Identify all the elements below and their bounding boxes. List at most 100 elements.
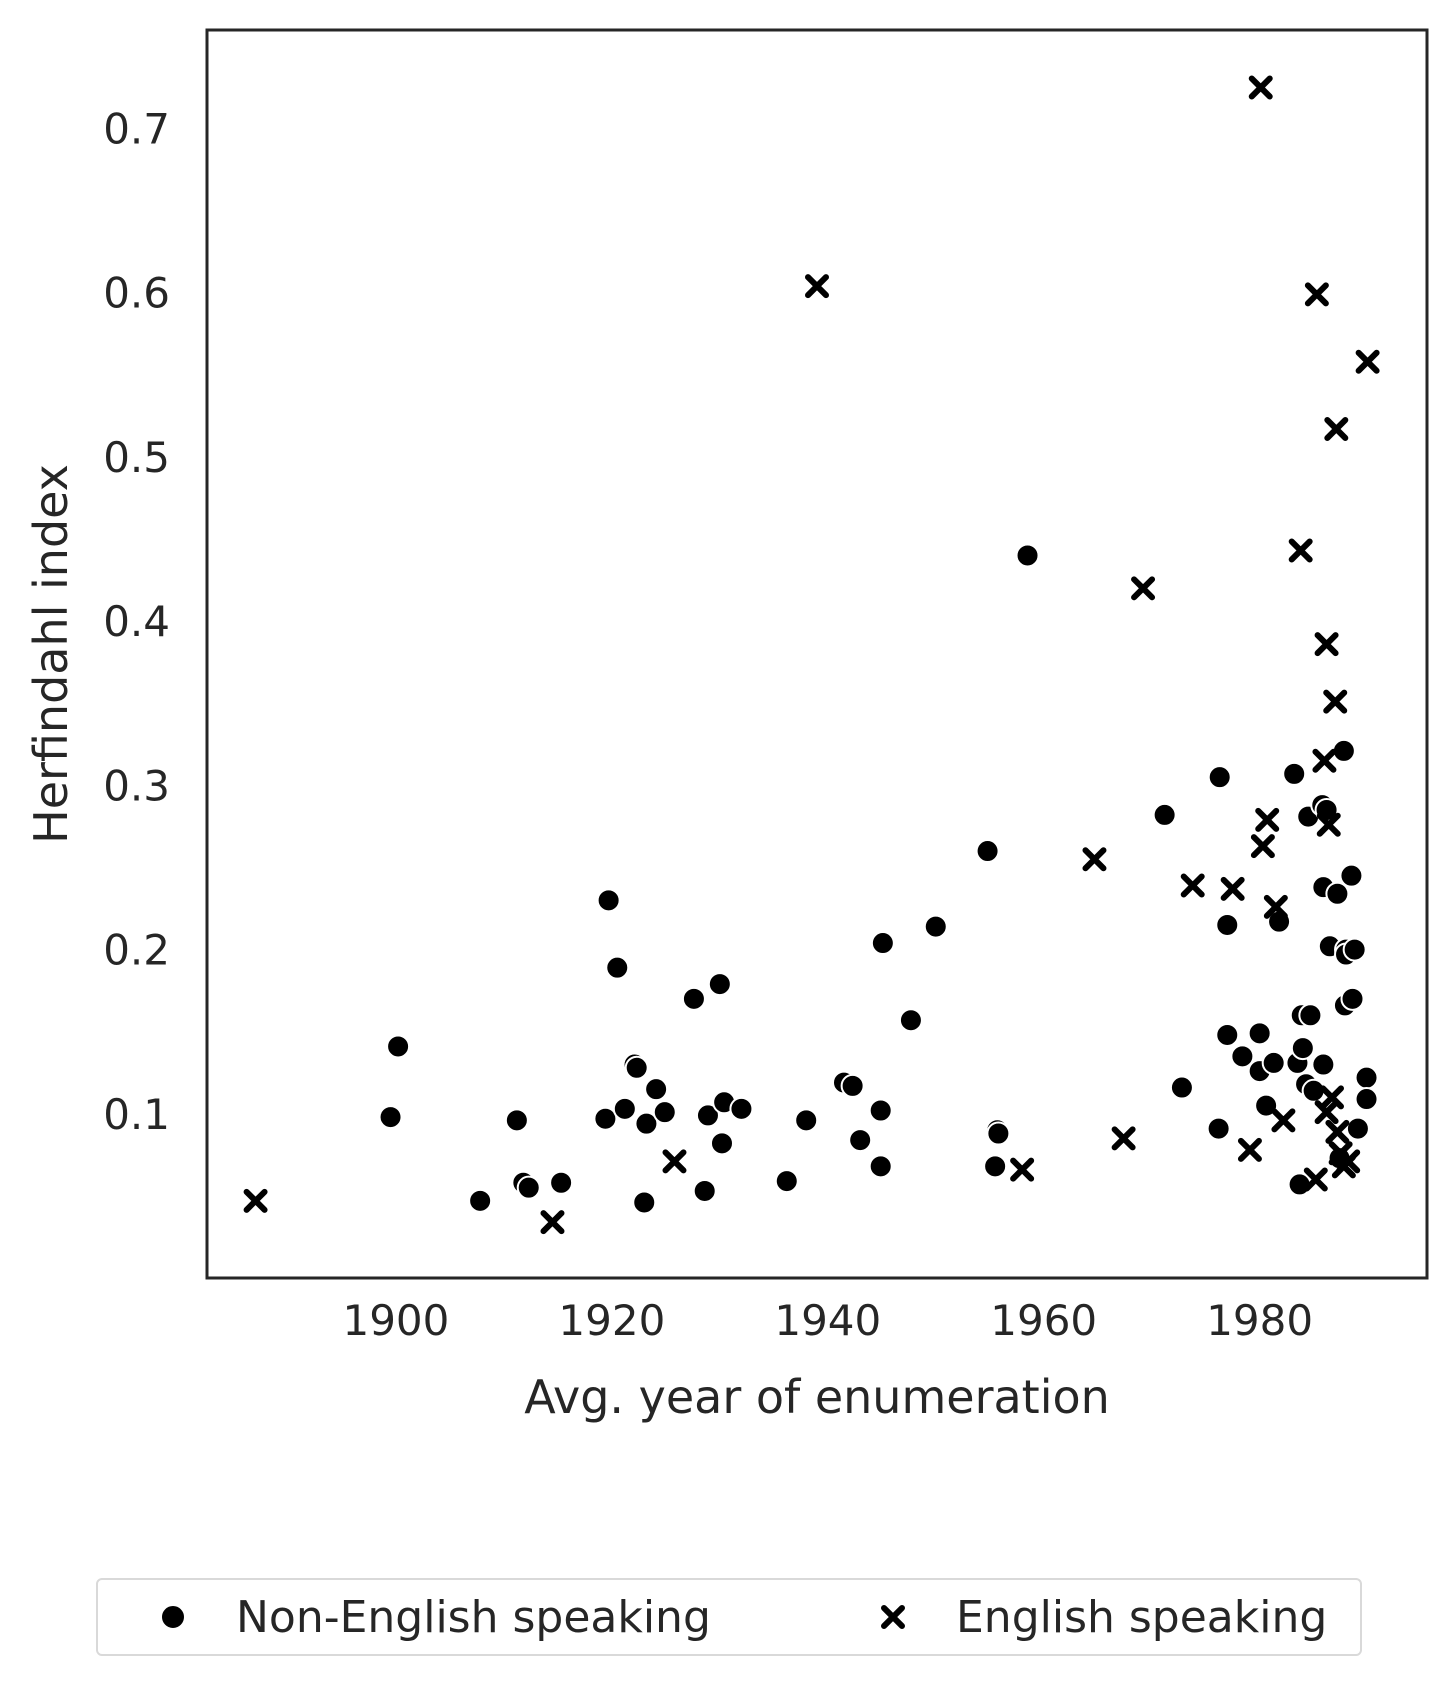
data-point-non-english (1015, 543, 1040, 568)
data-point-english (1131, 576, 1156, 601)
y-tick-label: 0.6 (103, 269, 170, 318)
data-point-non-english (923, 914, 948, 939)
data-point-non-english (1247, 1021, 1272, 1046)
data-point-non-english (652, 1100, 677, 1125)
data-point-non-english (1282, 761, 1307, 786)
data-point-english (1323, 689, 1348, 714)
data-point-non-english (596, 888, 621, 913)
data-point-non-english (1345, 1116, 1370, 1141)
data-point-non-english (868, 1098, 893, 1123)
data-point-non-english (692, 1178, 717, 1203)
data-point-english (1271, 1108, 1296, 1133)
data-point-non-english (709, 1131, 734, 1156)
data-point-non-english (1354, 1087, 1379, 1112)
data-point-english (1111, 1126, 1136, 1151)
data-point-non-english (707, 972, 732, 997)
data-point-english (1248, 75, 1273, 100)
data-point-non-english (612, 1096, 637, 1121)
data-point-non-english (1311, 1052, 1336, 1077)
data-point-non-english (593, 1106, 618, 1131)
data-point-non-english (870, 931, 895, 956)
data-point-non-english (1339, 863, 1364, 888)
data-point-non-english (1290, 1036, 1315, 1061)
y-axis-label: Herfindahl index (24, 464, 78, 844)
x-tick-label: 1980 (1206, 1296, 1313, 1345)
data-point-non-english (729, 1096, 754, 1121)
data-point-non-english (516, 1175, 541, 1200)
data-point-english (1319, 1085, 1344, 1110)
y-tick-label: 0.4 (103, 597, 170, 646)
data-point-english (1255, 807, 1280, 832)
x-marker-icon (881, 1605, 905, 1629)
data-point-english (662, 1149, 687, 1174)
data-point-non-english (1206, 1116, 1231, 1141)
data-point-non-english (386, 1034, 411, 1059)
data-point-english (1325, 1119, 1350, 1144)
data-point-non-english (898, 1008, 923, 1033)
y-tick-label: 0.7 (103, 105, 170, 154)
data-point-non-english (504, 1108, 529, 1133)
data-point-non-english (634, 1111, 659, 1136)
x-tick-label: 1940 (774, 1296, 881, 1345)
data-point-non-english (1230, 1044, 1255, 1069)
x-tick-label: 1920 (558, 1296, 665, 1345)
legend-item-english: English speaking (858, 1580, 1327, 1654)
x-tick-label: 1900 (342, 1296, 449, 1345)
data-point-non-english (695, 1103, 720, 1128)
data-point-non-english (1261, 1050, 1286, 1075)
data-point-english (805, 274, 829, 299)
data-point-non-english (1207, 765, 1232, 790)
legend-label: English speaking (956, 1591, 1328, 1643)
data-point-english (1304, 282, 1329, 307)
data-point-non-english (1354, 1065, 1379, 1090)
y-tick-label: 0.5 (103, 433, 170, 482)
x-tick-label: 1960 (990, 1296, 1097, 1345)
data-point-non-english (794, 1108, 819, 1133)
data-point-non-english (624, 1055, 649, 1080)
data-point-non-english (848, 1128, 873, 1153)
data-point-non-english (1215, 1022, 1240, 1047)
data-point-english (1303, 1167, 1328, 1192)
legend-item-non-english: Non-English speaking (138, 1580, 711, 1654)
y-tick-label: 0.2 (103, 926, 170, 975)
data-point-english (1082, 847, 1107, 872)
data-point-english (1314, 632, 1339, 657)
data-point-english (1263, 894, 1288, 919)
data-point-non-english (1169, 1075, 1194, 1100)
plot-area-frame (205, 28, 1429, 1280)
data-point-english (1336, 1149, 1361, 1174)
data-point-non-english (1152, 802, 1177, 827)
data-point-non-english (986, 1121, 1011, 1146)
data-point-non-english (1342, 937, 1367, 962)
scatter-chart: 1900 1920 1940 1960 1980 0.1 0.2 0.3 0.4 0.5 0.6 0… (24, 28, 1429, 1424)
data-point-non-english (605, 955, 630, 980)
y-tick-label: 0.1 (103, 1090, 170, 1139)
circle-marker-icon (160, 1604, 186, 1630)
data-point-english (243, 1188, 268, 1213)
data-point-non-english (868, 1154, 893, 1179)
data-point-non-english (632, 1190, 657, 1215)
data-point-english (540, 1210, 565, 1235)
data-point-non-english (774, 1169, 799, 1194)
data-point-non-english (1325, 881, 1350, 906)
data-point-english (1312, 748, 1337, 773)
data-point-english (1288, 538, 1313, 563)
data-point-non-english (840, 1073, 865, 1098)
y-tick-label: 0.3 (103, 761, 170, 810)
data-point-english (1316, 812, 1341, 837)
data-point-non-english (1298, 1003, 1323, 1028)
x-axis-label: Avg. year of enumeration (524, 1370, 1110, 1424)
data-point-english (1010, 1157, 1035, 1182)
data-point-non-english (378, 1105, 403, 1130)
legend-label: Non-English speaking (236, 1591, 711, 1643)
legend: Non-English speaking English speaking (96, 1578, 1362, 1656)
data-point-non-english (1340, 986, 1365, 1011)
data-point-non-english (681, 986, 706, 1011)
data-point-english (1180, 873, 1205, 898)
data-point-non-english (1215, 912, 1240, 937)
data-point-english (1250, 834, 1275, 859)
data-point-english (1237, 1137, 1262, 1162)
data-point-non-english (644, 1077, 669, 1102)
data-point-non-english (983, 1154, 1008, 1179)
data-point-english (1220, 876, 1245, 901)
